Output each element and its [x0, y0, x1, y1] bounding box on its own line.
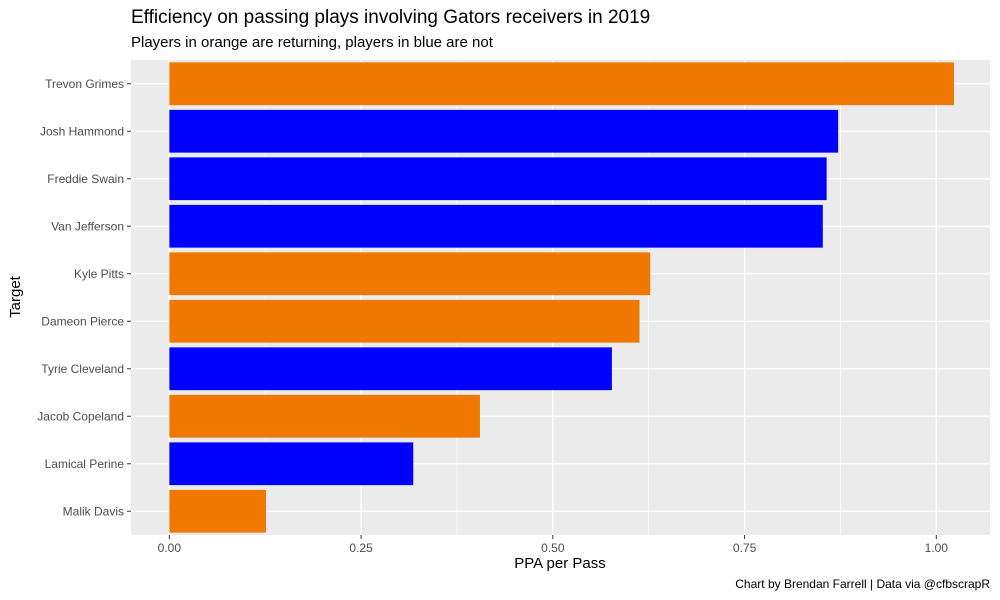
chart-caption: Chart by Brendan Farrell | Data via @cfb…	[735, 577, 990, 591]
y-tick-label: Josh Hammond	[40, 124, 124, 138]
y-tick-label: Freddie Swain	[47, 172, 124, 186]
x-tick-labels: 0.00 0.25 0.50 0.75 1.00	[158, 535, 949, 555]
y-tick-labels: Trevon Grimes Josh Hammond Freddie Swain Va…	[37, 77, 131, 518]
bar	[169, 489, 266, 533]
y-tick-label: Dameon Pierce	[41, 314, 124, 328]
x-tick-label: 0.50	[541, 541, 565, 555]
bars	[169, 62, 954, 533]
y-axis-title: Target	[7, 275, 24, 318]
y-tick-label: Jacob Copeland	[37, 409, 124, 423]
y-tick-label: Malik Davis	[63, 504, 124, 518]
bar	[169, 299, 640, 343]
y-tick-label: Van Jefferson	[51, 219, 124, 233]
bar	[169, 442, 414, 486]
bar	[169, 252, 651, 296]
bar	[169, 157, 827, 201]
bar	[169, 347, 612, 391]
y-tick-label: Tyrie Cleveland	[41, 362, 124, 376]
bar	[169, 62, 954, 106]
x-tick-label: 1.00	[925, 541, 949, 555]
chart-title: Efficiency on passing plays involving Ga…	[131, 7, 650, 28]
bar	[169, 394, 480, 438]
x-tick-label: 0.00	[158, 541, 182, 555]
bar	[169, 204, 823, 248]
x-tick-label: 0.25	[349, 541, 373, 555]
chart-subtitle: Players in orange are returning, players…	[131, 34, 494, 51]
x-axis-title: PPA per Pass	[514, 555, 605, 572]
x-tick-label: 0.75	[733, 541, 757, 555]
y-tick-label: Lamical Perine	[45, 457, 125, 471]
y-tick-label: Trevon Grimes	[45, 77, 124, 91]
y-tick-label: Kyle Pitts	[74, 267, 124, 281]
bar	[169, 109, 839, 153]
